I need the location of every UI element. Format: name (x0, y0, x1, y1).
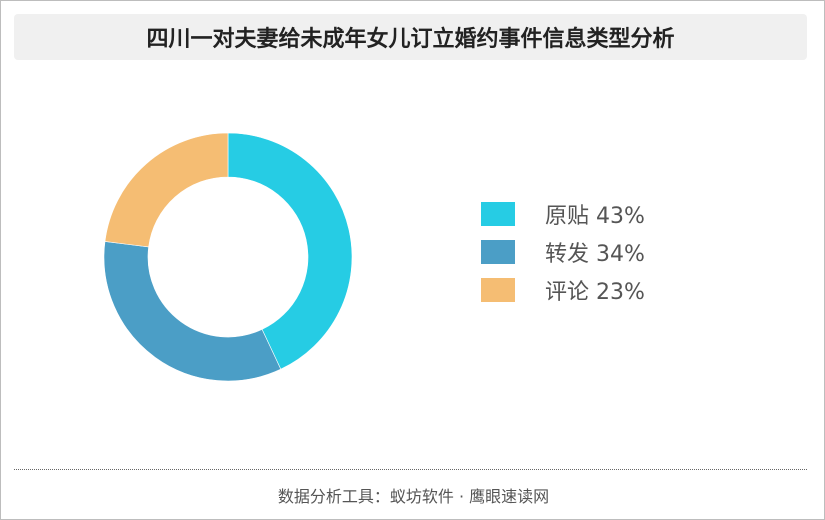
legend-swatch (481, 202, 515, 226)
slice-original-post (227, 132, 353, 370)
legend-item-comment: 评论 23% (481, 277, 645, 305)
legend-item-original-post: 原贴 43% (481, 201, 645, 229)
footer-source: 数据分析工具：蚁坊软件 · 鹰眼速读网 (277, 487, 550, 506)
legend-label: 原贴 43% (545, 204, 645, 229)
legend-swatch (481, 278, 515, 302)
legend-label: 评论 23% (545, 280, 645, 305)
title-bar: 四川一对夫妻给未成年女儿订立婚约事件信息类型分析 (14, 14, 807, 60)
legend-label: 转发 34% (545, 242, 645, 267)
legend-swatch (481, 240, 515, 264)
legend-item-repost: 转发 34% (481, 239, 645, 267)
donut-slices (103, 132, 353, 382)
slice-repost (103, 241, 282, 382)
chart-title: 四川一对夫妻给未成年女儿订立婚约事件信息类型分析 (146, 27, 675, 52)
legend: 原贴 43% 转发 34% 评论 23% (481, 201, 645, 315)
footer-divider (14, 469, 807, 470)
slice-comment (104, 132, 229, 248)
